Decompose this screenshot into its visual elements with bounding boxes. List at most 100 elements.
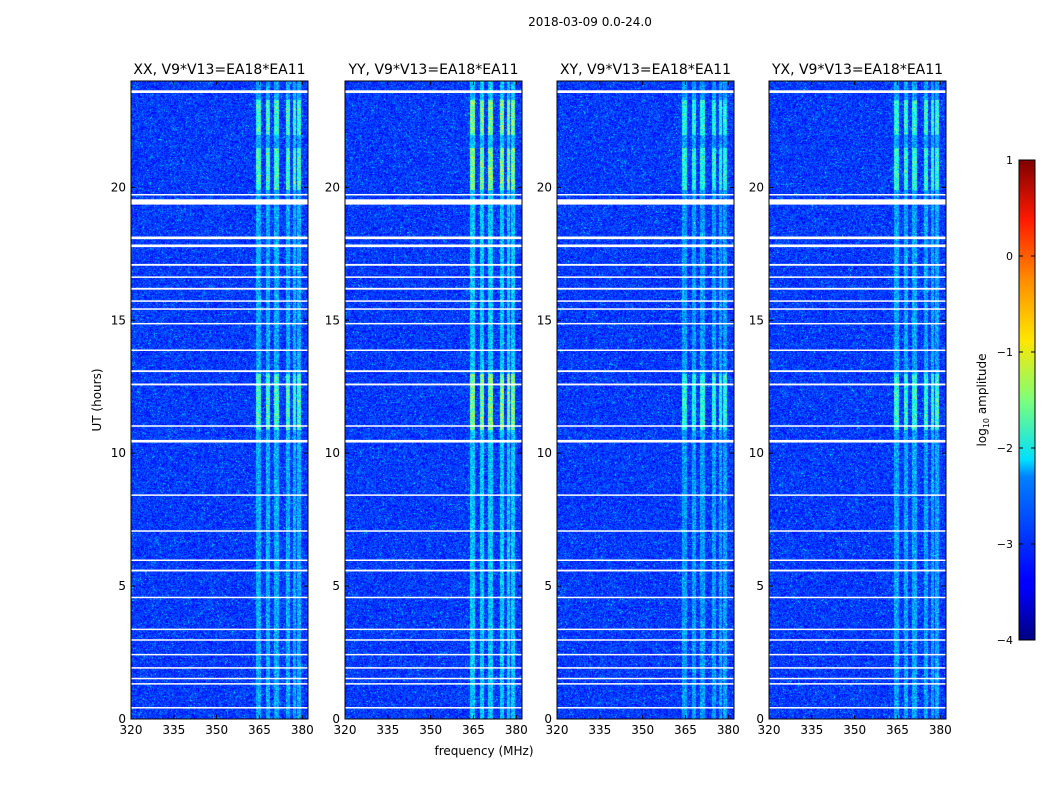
flagged-band <box>769 677 946 680</box>
y-tick-label: 5 <box>756 579 764 593</box>
flagged-band <box>557 425 734 427</box>
flagged-band <box>131 596 308 599</box>
colorbar-tick-label: −2 <box>997 442 1013 455</box>
panel-frame <box>556 80 735 720</box>
y-tick-label: 10 <box>325 446 340 460</box>
y-tick-label: 10 <box>111 446 126 460</box>
flagged-band <box>769 244 946 248</box>
y-tick-label: 5 <box>544 579 552 593</box>
colorbar-tick-label: 1 <box>1006 154 1013 167</box>
flagged-band <box>769 639 946 641</box>
flagged-band <box>345 287 522 290</box>
flagged-band <box>769 193 946 196</box>
panel-frame <box>344 80 523 720</box>
flagged-band <box>131 236 308 240</box>
flagged-band <box>769 569 946 572</box>
flagged-band <box>557 349 734 351</box>
x-tick-label: 380 <box>717 723 740 737</box>
flagged-band <box>131 287 308 290</box>
flagged-band <box>345 199 522 205</box>
flagged-band <box>769 263 946 266</box>
flagged-band <box>769 308 946 310</box>
flagged-band <box>345 425 522 427</box>
flagged-band <box>345 439 522 443</box>
flagged-band <box>131 628 308 631</box>
flagged-band <box>345 569 522 572</box>
flagged-band <box>557 653 734 656</box>
y-tick-label: 10 <box>537 446 552 460</box>
heatmap-texture <box>345 81 522 719</box>
x-tick-label: 365 <box>674 723 697 737</box>
flagged-band <box>769 683 946 685</box>
suptitle: 2018-03-09 0.0-24.0 <box>528 15 652 29</box>
y-tick-label: 15 <box>749 313 764 327</box>
flagged-band <box>345 628 522 631</box>
flagged-band <box>131 667 308 669</box>
flagged-band <box>345 349 522 351</box>
flagged-band <box>769 236 946 240</box>
colorbar: 10−1−2−3−4 log10 amplitude <box>975 154 1036 647</box>
flagged-band <box>345 559 522 561</box>
flagged-band <box>769 559 946 561</box>
y-tick-label: 20 <box>325 180 340 194</box>
panel-frame <box>768 80 947 720</box>
colorbar-label: log10 amplitude <box>975 354 991 447</box>
flagged-band <box>557 596 734 599</box>
flagged-band <box>769 383 946 386</box>
flagged-band <box>345 370 522 373</box>
flagged-band <box>131 439 308 443</box>
flagged-band <box>769 494 946 496</box>
y-tick-label: 20 <box>749 180 764 194</box>
flagged-band <box>131 370 308 373</box>
flagged-band <box>345 653 522 656</box>
flagged-band <box>557 439 734 443</box>
panel-2: YY, V9*V13=EA18*EA11 320 335 350 365 380 0 5 10 1… <box>325 62 528 737</box>
heatmap-texture <box>557 81 734 719</box>
flagged-band <box>557 90 734 93</box>
panel-frame <box>130 80 309 720</box>
flagged-band <box>769 276 946 278</box>
panel-3: XY, V9*V13=EA18*EA11 320 335 350 365 380 0 5 10 1… <box>537 62 740 737</box>
panel-1: XX, V9*V13=EA18*EA11 320 335 350 365 380 0 5 10 1… <box>111 62 314 737</box>
y-tick-label: 15 <box>111 313 126 327</box>
flagged-band <box>769 596 946 599</box>
flagged-band <box>345 530 522 532</box>
colorbar-tick-label: 0 <box>1006 250 1013 263</box>
flagged-band <box>345 193 522 196</box>
colorbar-tick-label: −1 <box>997 346 1013 359</box>
y-tick-label: 20 <box>111 180 126 194</box>
flagged-band <box>557 639 734 641</box>
y-tick-label: 10 <box>749 446 764 460</box>
flagged-band <box>131 425 308 427</box>
flagged-band <box>557 707 734 709</box>
flagged-band <box>345 494 522 496</box>
flagged-band <box>557 628 734 631</box>
colorbar-label-rest: amplitude <box>975 354 989 418</box>
flagged-band <box>345 90 522 93</box>
flagged-band <box>557 300 734 302</box>
y-axis-label: UT (hours) <box>90 368 104 431</box>
colorbar-label-sub: 10 <box>982 418 991 428</box>
flagged-band <box>131 300 308 302</box>
x-tick-label: 365 <box>462 723 485 737</box>
flagged-band <box>345 596 522 599</box>
flagged-band <box>131 193 308 196</box>
flagged-band <box>769 90 946 93</box>
flagged-band <box>557 244 734 248</box>
flagged-band <box>557 370 734 373</box>
panel-title: YX, V9*V13=EA18*EA11 <box>771 62 943 78</box>
x-tick-label: 335 <box>800 723 823 737</box>
panel-4: YX, V9*V13=EA18*EA11 320 335 350 365 380 0 5 10 1… <box>749 62 952 737</box>
flagged-band <box>769 707 946 709</box>
colorbar-tick-label: −4 <box>997 634 1013 647</box>
flagged-band <box>769 628 946 631</box>
x-tick-label: 350 <box>843 723 866 737</box>
flagged-band <box>557 236 734 240</box>
flagged-band <box>557 263 734 266</box>
x-tick-label: 350 <box>205 723 228 737</box>
x-tick-label: 335 <box>162 723 185 737</box>
flagged-band <box>131 322 308 325</box>
flagged-band <box>769 439 946 443</box>
flagged-band <box>769 287 946 290</box>
